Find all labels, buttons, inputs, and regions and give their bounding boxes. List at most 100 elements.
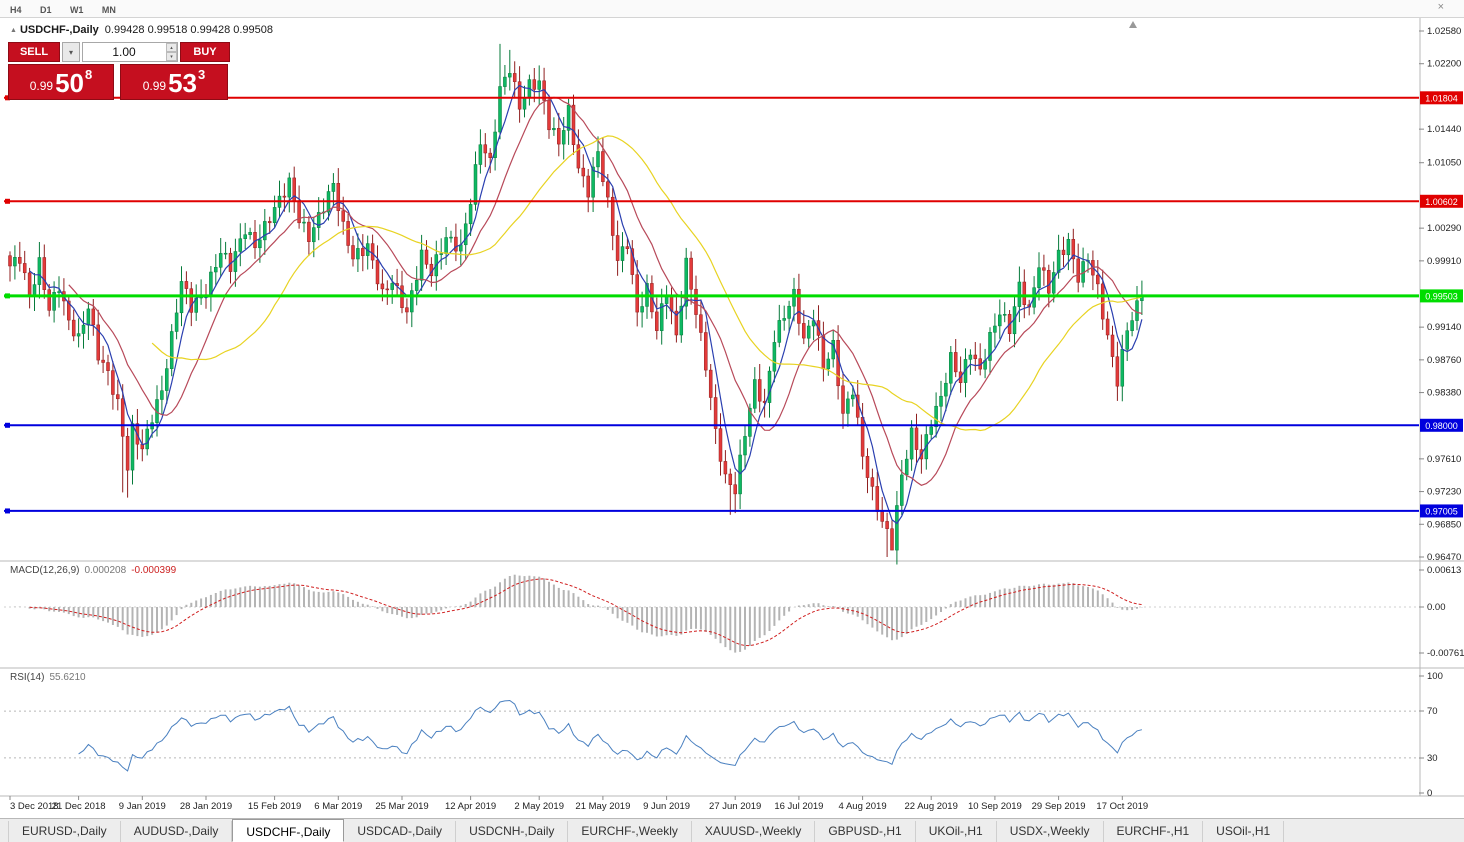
timeframe-button-w1[interactable]: W1 [69, 5, 84, 15]
price-level-badge [1420, 194, 1463, 208]
sell-price-prefix: 0.99 [29, 79, 54, 93]
svg-text:0.97230: 0.97230 [1427, 487, 1461, 498]
svg-text:0.98760: 0.98760 [1427, 355, 1461, 366]
volume-stepper[interactable]: ▴ ▾ [166, 43, 177, 61]
level-handle[interactable] [5, 422, 10, 428]
rsi-indicator-label: RSI(14) 55.6210 [10, 672, 86, 683]
level-handle[interactable] [5, 198, 10, 204]
sell-button[interactable]: SELL [8, 42, 60, 62]
svg-text:0.99910: 0.99910 [1427, 256, 1461, 267]
buy-price-display[interactable]: 0.99 53 3 [120, 64, 228, 100]
svg-text:1.01440: 1.01440 [1427, 124, 1461, 135]
rsi-panel: 100 70 30 0 [4, 671, 1443, 799]
svg-text:-0.00761: -0.00761 [1427, 648, 1464, 659]
macd-signal-value: -0.000399 [131, 565, 177, 576]
tab-gbpusd-h1[interactable]: GBPUSD-,H1 [815, 821, 916, 842]
svg-text:1.02580: 1.02580 [1427, 26, 1461, 37]
svg-text:21 May 2019: 21 May 2019 [575, 801, 630, 812]
tab-eurchf-h1[interactable]: EURCHF-,H1 [1104, 821, 1204, 842]
svg-text:70: 70 [1427, 706, 1438, 717]
svg-text:16 Jul 2019: 16 Jul 2019 [774, 801, 823, 812]
tab-usdcad-daily[interactable]: USDCAD-,Daily [344, 821, 457, 842]
price-levels: 1.01804 1.00602 0.99503 0.98000 0.97005 [4, 91, 1463, 518]
one-click-trade-panel: SELL ▾ ▴ ▾ BUY 0.99 50 8 0.9 [8, 42, 230, 100]
svg-text:1.00602: 1.00602 [1425, 197, 1458, 207]
svg-text:28 Jan 2019: 28 Jan 2019 [180, 801, 232, 812]
svg-text:2 May 2019: 2 May 2019 [514, 801, 564, 812]
stepper-up-icon[interactable]: ▴ [166, 43, 177, 52]
svg-text:0.99140: 0.99140 [1427, 322, 1461, 333]
tab-usdx-weekly[interactable]: USDX-,Weekly [997, 821, 1104, 842]
buy-price-pip-digit: 3 [198, 67, 206, 82]
tab-ukoil-h1[interactable]: UKOil-,H1 [916, 821, 997, 842]
sell-price-pip-digit: 8 [85, 67, 93, 82]
svg-text:1.02200: 1.02200 [1427, 59, 1461, 70]
tab-xauusd-weekly[interactable]: XAUUSD-,Weekly [692, 821, 816, 842]
price-level-badge [1420, 289, 1463, 303]
volume-dropdown-icon[interactable]: ▾ [62, 42, 80, 62]
tab-usoil-h1[interactable]: USOil-,H1 [1203, 821, 1285, 842]
symbol-title: USDCHF-,Daily [19, 24, 99, 36]
tab-usdchf-daily[interactable]: USDCHF-,Daily [232, 819, 345, 842]
svg-text:0.96470: 0.96470 [1427, 552, 1461, 563]
svg-text:10 Sep 2019: 10 Sep 2019 [968, 801, 1022, 812]
price-level-badge [1420, 91, 1463, 105]
svg-text:0.96850: 0.96850 [1427, 519, 1461, 530]
svg-text:30: 30 [1427, 753, 1438, 764]
timeframe-button-mn[interactable]: MN [101, 5, 116, 15]
stepper-down-icon[interactable]: ▾ [166, 52, 177, 61]
candles [8, 43, 1144, 565]
svg-text:0: 0 [1427, 788, 1432, 799]
rsi-name: RSI(14) [10, 672, 45, 683]
svg-text:6 Mar 2019: 6 Mar 2019 [314, 801, 362, 812]
level-handle[interactable] [5, 508, 10, 514]
svg-text:100: 100 [1427, 671, 1443, 682]
svg-text:0.98000: 0.98000 [1425, 421, 1458, 431]
volume-input[interactable] [82, 42, 178, 62]
chart-tab-bar: EURUSD-,Daily AUDUSD-,Daily USDCHF-,Dail… [0, 818, 1464, 842]
sell-price-big-digits: 50 [55, 68, 85, 98]
svg-text:29 Sep 2019: 29 Sep 2019 [1032, 801, 1086, 812]
timeframe-button-d1[interactable]: D1 [39, 5, 52, 15]
buy-price-big-digits: 53 [168, 68, 198, 98]
svg-text:4 Aug 2019: 4 Aug 2019 [839, 801, 887, 812]
level-handle[interactable] [5, 293, 10, 299]
close-icon[interactable]: × [1437, 1, 1444, 13]
svg-text:1.01050: 1.01050 [1427, 158, 1461, 169]
chart-canvas[interactable]: 1.018041.006020.995030.980000.970051.025… [0, 18, 1464, 818]
buy-button[interactable]: BUY [180, 42, 230, 62]
svg-text:0.97005: 0.97005 [1425, 506, 1458, 516]
svg-text:25 Mar 2019: 25 Mar 2019 [375, 801, 428, 812]
svg-text:0.00: 0.00 [1427, 602, 1446, 613]
sell-price-display[interactable]: 0.99 50 8 [8, 64, 114, 100]
svg-text:21 Dec 2018: 21 Dec 2018 [52, 801, 106, 812]
level-handle[interactable] [5, 95, 10, 101]
tab-audusd-daily[interactable]: AUDUSD-,Daily [121, 821, 233, 842]
svg-text:0.98380: 0.98380 [1427, 388, 1461, 399]
tab-usdcnh-daily[interactable]: USDCNH-,Daily [456, 821, 569, 842]
macd-indicator-label: MACD(12,26,9) 0.000208 -0.000399 [10, 565, 176, 576]
rsi-value: 55.6210 [49, 672, 86, 683]
ohlc-values: 0.99428 0.99518 0.99428 0.99508 [104, 24, 273, 36]
timeframe-toolbar: H4 D1 W1 MN × [0, 0, 1464, 18]
panel-frame [0, 18, 1464, 797]
svg-text:22 Aug 2019: 22 Aug 2019 [905, 801, 958, 812]
tab-eurusd-daily[interactable]: EURUSD-,Daily [8, 821, 121, 842]
price-axis: 1.02580 1.02200 1.01440 1.01050 1.00290 0.999… [1419, 26, 1461, 563]
svg-text:9 Jun 2019: 9 Jun 2019 [643, 801, 690, 812]
chart-shift-marker[interactable] [1129, 21, 1137, 28]
svg-text:1.00290: 1.00290 [1427, 223, 1461, 234]
svg-text:0.99503: 0.99503 [1425, 291, 1458, 301]
svg-text:0.97610: 0.97610 [1427, 454, 1461, 465]
svg-text:9 Jan 2019: 9 Jan 2019 [119, 801, 166, 812]
collapse-panel-icon[interactable]: ▲ [10, 27, 17, 34]
svg-text:15 Feb 2019: 15 Feb 2019 [248, 801, 301, 812]
macd-main-value: 0.000208 [84, 565, 127, 576]
svg-text:12 Apr 2019: 12 Apr 2019 [445, 801, 496, 812]
timeframe-button-h4[interactable]: H4 [10, 5, 22, 15]
macd-name: MACD(12,26,9) [10, 565, 80, 576]
svg-text:27 Jun 2019: 27 Jun 2019 [709, 801, 761, 812]
tab-eurchf-weekly[interactable]: EURCHF-,Weekly [568, 821, 692, 842]
